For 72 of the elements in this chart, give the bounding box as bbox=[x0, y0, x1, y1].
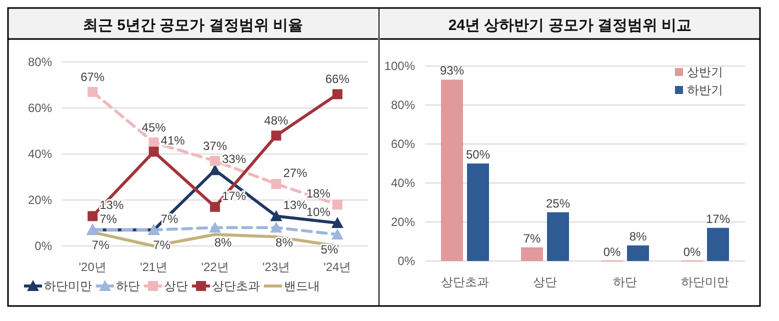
data-label: 0% bbox=[683, 245, 701, 259]
bar bbox=[441, 80, 463, 261]
y-tick-label: 100% bbox=[384, 59, 416, 73]
bar bbox=[707, 228, 729, 261]
legend-label: 상반기 bbox=[687, 65, 723, 79]
y-tick-label: 20% bbox=[28, 193, 52, 207]
x-tick-label: 하단 bbox=[613, 275, 637, 289]
data-label: 7% bbox=[92, 238, 110, 252]
data-label: 93% bbox=[440, 64, 464, 78]
data-label: 10% bbox=[306, 205, 331, 219]
data-label: 0% bbox=[603, 245, 621, 259]
x-tick-label: '21년 bbox=[140, 260, 168, 274]
bar bbox=[521, 247, 543, 261]
y-tick-label: 40% bbox=[390, 176, 416, 190]
data-label: 27% bbox=[283, 166, 308, 180]
y-tick-label: 40% bbox=[28, 147, 52, 161]
y-tick-label: 20% bbox=[390, 215, 416, 229]
point bbox=[331, 228, 344, 240]
point bbox=[210, 156, 220, 166]
data-label: 48% bbox=[264, 114, 289, 128]
x-tick-label: '24년 bbox=[324, 260, 352, 274]
bar bbox=[547, 212, 569, 261]
point bbox=[88, 211, 98, 222]
data-label: 67% bbox=[80, 70, 105, 84]
data-label: 7% bbox=[100, 212, 118, 226]
y-tick-label: 0% bbox=[398, 254, 416, 268]
bar bbox=[467, 164, 489, 261]
data-label: 18% bbox=[306, 186, 331, 201]
x-tick-label: '20년 bbox=[78, 260, 106, 274]
data-label: 8% bbox=[276, 236, 294, 250]
point bbox=[271, 178, 282, 189]
point bbox=[209, 164, 221, 176]
y-tick-label: 80% bbox=[390, 98, 416, 112]
point bbox=[88, 86, 98, 97]
data-label: 25% bbox=[546, 196, 570, 210]
point bbox=[332, 200, 342, 210]
point bbox=[331, 217, 344, 228]
x-tick-label: '23년 bbox=[262, 260, 290, 274]
data-label: 45% bbox=[142, 120, 166, 134]
data-label: 17% bbox=[706, 212, 730, 226]
data-label: 7% bbox=[153, 238, 171, 252]
point bbox=[209, 222, 221, 233]
data-label: 5% bbox=[320, 242, 338, 256]
data-label: 7% bbox=[523, 231, 541, 246]
data-label: 33% bbox=[222, 152, 246, 166]
data-label: 8% bbox=[629, 229, 647, 244]
data-label: 13% bbox=[283, 198, 308, 212]
data-label: 37% bbox=[202, 138, 228, 153]
point bbox=[148, 146, 159, 157]
point bbox=[270, 222, 282, 233]
x-tick-label: 상단 bbox=[533, 275, 557, 289]
point bbox=[332, 89, 342, 100]
legend-label: 하반기 bbox=[687, 83, 723, 97]
x-tick-label: 하단미만 bbox=[681, 275, 729, 289]
point bbox=[270, 210, 282, 222]
y-tick-label: 80% bbox=[28, 55, 52, 69]
bar bbox=[627, 245, 649, 261]
data-label: 8% bbox=[214, 236, 232, 250]
point bbox=[148, 138, 159, 148]
point bbox=[210, 202, 220, 212]
y-tick-label: 0% bbox=[34, 239, 52, 253]
data-label: 50% bbox=[466, 148, 490, 162]
data-label: 41% bbox=[160, 134, 186, 148]
y-tick-label: 60% bbox=[390, 137, 416, 151]
y-tick-label: 60% bbox=[28, 101, 52, 115]
legend-label: 밴드내 bbox=[284, 279, 320, 293]
x-tick-label: 상단초과 bbox=[441, 275, 489, 289]
chart-title: 최근 5년간 공모가 결정범위 비율 bbox=[82, 17, 304, 34]
point bbox=[271, 130, 282, 141]
data-label: 66% bbox=[325, 72, 350, 86]
x-tick-label: '22년 bbox=[201, 260, 229, 274]
chart-title: 24년 상하반기 공모가 결정범위 비교 bbox=[448, 17, 692, 34]
